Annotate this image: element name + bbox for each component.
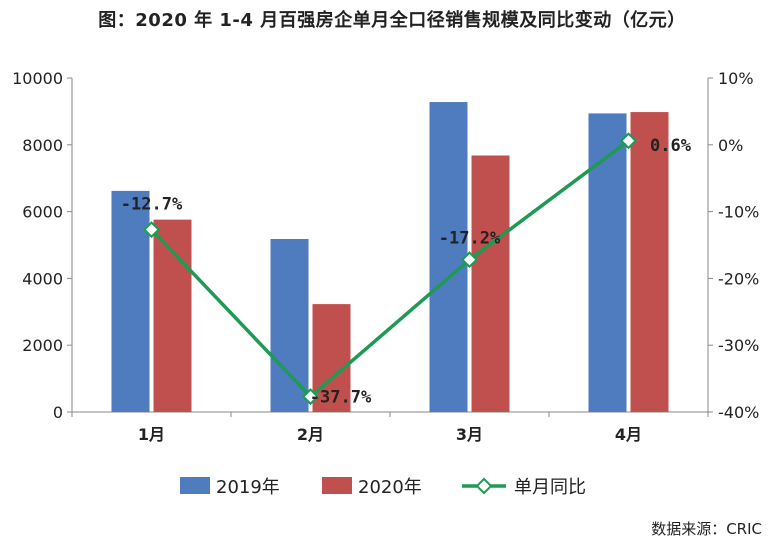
yoy-point-marker [143,221,160,239]
right-tick-label: -30% [718,336,759,355]
bar-2019 [270,238,309,412]
x-tick-label: 2月 [297,425,324,444]
source-note: 数据来源：CRIC [651,520,762,538]
left-tick-label: 10000 [12,69,63,88]
legend-swatch-yoy-marker [475,477,493,495]
legend: 2019年 2020年 单月同比 [180,477,586,498]
right-tick-label: 10% [718,69,754,88]
legend-label-2019: 2019年 [216,477,280,498]
yoy-line-layer [143,132,637,406]
legend-label-yoy: 单月同比 [514,477,586,498]
left-tick-label: 8000 [22,136,63,155]
bars-layer [111,102,669,413]
yoy-point-marker [461,251,478,269]
axes-layer: 0 2000 4000 6000 8000 10000 -40% -30% -20% -10% 0%… [12,69,759,444]
x-tick-label: 4月 [615,425,642,444]
data-labels-layer: -12.7% -37.7% -17.2% 0.6% [121,136,692,408]
legend-swatch-2020 [322,477,352,494]
bar-2020 [312,304,351,412]
right-tick-label: -10% [718,203,759,222]
yoy-line [150,139,630,399]
data-label: 0.6% [650,136,692,156]
yoy-point-marker [302,388,319,406]
bar-2019 [111,190,150,412]
left-tick-label: 2000 [22,336,63,355]
chart-title: 图：2020 年 1-4 月百强房企单月全口径销售规模及同比变动（亿元） [98,10,686,31]
yoy-point-marker [620,132,637,150]
left-tick-label: 6000 [22,203,63,222]
legend-swatch-2019 [180,477,210,494]
x-tick-label: 1月 [138,425,165,444]
left-tick-label: 4000 [22,269,63,288]
data-label: -37.7% [310,388,372,408]
left-tick-label: 0 [53,403,63,422]
x-tick-label: 3月 [456,425,483,444]
bar-2019 [429,102,468,412]
right-tick-label: 0% [718,136,743,155]
bar-2020 [471,155,510,412]
data-label: -17.2% [439,229,501,249]
right-tick-label: -40% [718,403,759,422]
bar-2019 [588,113,627,413]
right-tick-label: -20% [718,269,759,288]
data-label: -12.7% [121,195,183,215]
legend-label-2020: 2020年 [358,477,422,498]
bar-2020 [630,112,669,413]
bar-2020 [153,219,192,412]
